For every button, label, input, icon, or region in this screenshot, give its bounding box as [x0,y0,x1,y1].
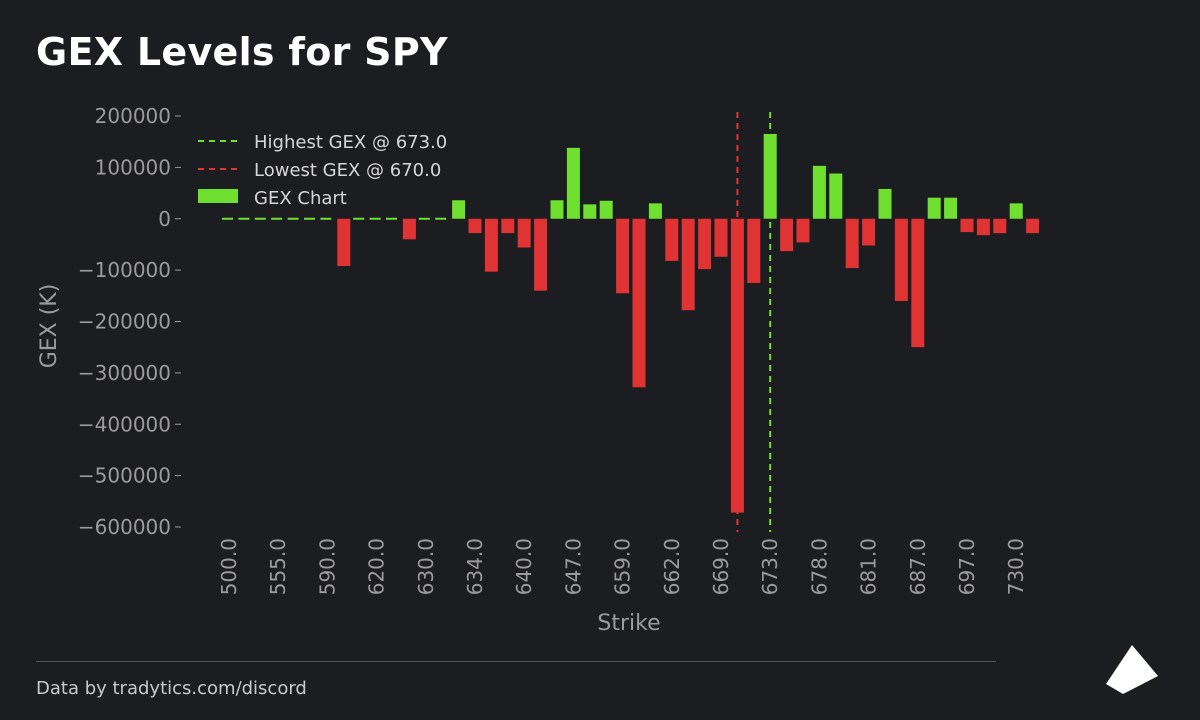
x-tick-label: 634.0 [463,538,487,595]
legend-patch-swatch [198,189,238,203]
bar [534,218,548,291]
bar [1009,203,1023,219]
y-tick-label: −100000 [78,258,171,282]
y-tick-label: 100000 [95,155,171,179]
gex-chart: 200000 100000 0 −100000 −200000 −300000 −40000… [37,104,1040,636]
bar [681,218,695,311]
y-axis: 200000 100000 0 −100000 −200000 −300000 −40000… [78,104,181,539]
bar [911,218,925,348]
bar [665,218,679,261]
brand-logo-icon [1106,645,1158,694]
x-tick-label: 555.0 [266,538,290,595]
bar [648,203,662,219]
bar [402,218,416,240]
x-tick-label: 673.0 [758,538,782,595]
bar [468,218,482,234]
bar [960,218,974,233]
bar [878,188,892,219]
x-tick-label: 659.0 [611,538,635,595]
x-tick-label: 697.0 [955,538,979,595]
x-tick-label: 730.0 [1004,538,1028,595]
x-tick-label: 590.0 [315,538,339,595]
y-tick-label: 0 [158,207,171,231]
bar [517,218,531,248]
y-tick-label: −200000 [78,310,171,334]
x-tick-label: 500.0 [217,538,241,595]
bar [698,218,712,270]
x-tick-label: 620.0 [365,538,389,595]
x-tick-label: 687.0 [906,538,930,595]
y-tick-label: −400000 [78,412,171,436]
x-tick-label: 681.0 [857,538,881,595]
bar [780,218,794,252]
legend-label: Lowest GEX @ 670.0 [254,160,441,181]
bar [632,218,646,388]
bar [501,218,515,234]
y-tick-label: −600000 [78,515,171,539]
bar [845,218,859,269]
footer-source: Data by tradytics.com/discord [36,678,307,699]
bar [812,165,826,219]
legend: Highest GEX @ 673.0 Lowest GEX @ 670.0 GEX… [198,132,447,209]
bar [714,218,728,257]
bar [337,218,351,267]
legend-label: GEX Chart [254,188,347,209]
bar [1026,218,1040,234]
bar [796,218,810,243]
legend-label: Highest GEX @ 673.0 [254,132,447,153]
bar [583,204,597,219]
bar [484,218,498,272]
y-axis-label: GEX (K) [37,284,62,369]
bar [927,197,941,219]
y-tick-label: −300000 [78,361,171,385]
bar [550,200,564,219]
x-tick-label: 662.0 [660,538,684,595]
x-tick-label: 640.0 [512,538,536,595]
bar [993,218,1007,234]
x-axis: 500.0 555.0 590.0 620.0 630.0 634.0 640.0 647.0… [217,538,1028,595]
x-tick-label: 647.0 [561,538,585,595]
bar [616,218,630,294]
y-tick-label: 200000 [95,104,171,128]
bar [747,218,761,283]
bar [599,200,613,219]
bar [829,173,843,219]
bar [894,218,908,301]
bar [452,200,466,219]
bars-group [337,133,1040,513]
bar [976,218,990,236]
x-tick-label: 669.0 [709,538,733,595]
x-axis-label: Strike [597,611,660,636]
chart-title: GEX Levels for SPY [36,30,448,74]
bar [763,133,777,219]
bar [862,218,876,246]
bar [944,197,958,219]
y-tick-label: −500000 [78,464,171,488]
x-tick-label: 630.0 [414,538,438,595]
bar [566,147,580,219]
footer-divider [36,661,996,662]
x-tick-label: 678.0 [807,538,831,595]
